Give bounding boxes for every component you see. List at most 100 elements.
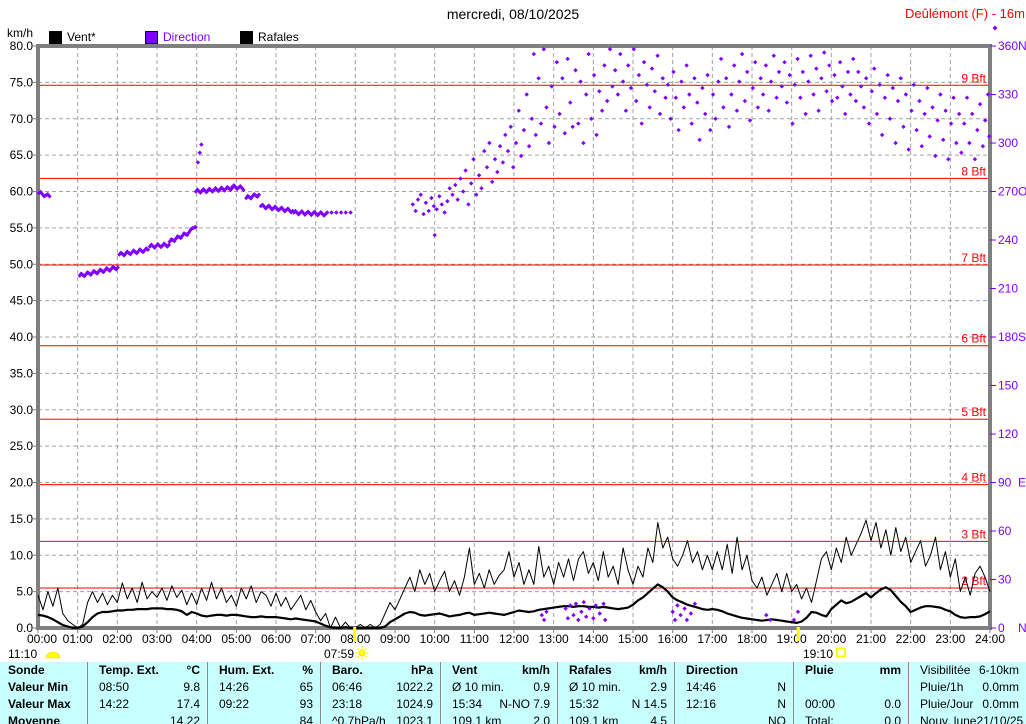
y-axis-label: 35.0 [10, 366, 34, 380]
stats-col-pluie: Pluie mm 00:00 0.0 Total: 0.0 [793, 662, 908, 724]
stats-pluie-row-1-left: 00:00 [805, 697, 836, 711]
legend-swatch-icon [240, 30, 253, 44]
y-axis-label: 20.0 [10, 476, 34, 490]
stats-vent-row-0-left: Ø 10 min. [452, 680, 505, 694]
x-axis-label: 18:00 [737, 632, 767, 646]
stats-header-hum: Hum. Ext.% [207, 662, 320, 679]
direction-axis-label: 60 [998, 524, 1012, 538]
row-label-3: Moyenne [0, 713, 87, 724]
stats-header-rafales-right: km/h [638, 663, 667, 677]
stats-extra-row-1: Pluie/Jour 0.0mm [908, 696, 1026, 713]
stats-col-sonde: Sonde Valeur Min Valeur Max Moyenne [0, 662, 87, 724]
stats-hum-row-1-right: 93 [299, 697, 313, 711]
stats-baro-row-0-right: 1022.2 [396, 680, 433, 694]
legend-swatch-icon [145, 30, 158, 44]
stats-pluie-row-0 [793, 679, 908, 696]
table-divider [87, 662, 88, 724]
stats-rafales-row-2: 109.1 km 4.5 [557, 713, 674, 724]
sunrise-time-label: 07:59 [324, 647, 354, 661]
stats-vent-row-1-left: 15:34 [452, 697, 483, 711]
x-axis-label: 11:00 [460, 632, 489, 646]
stats-header-baro: Baro. hPa [320, 662, 440, 679]
stats-direction-row-1: 12:16 N [674, 696, 793, 713]
x-axis-label: 15:00 [618, 632, 648, 646]
stats-pluie-row-2: Total: 0.0 [793, 713, 908, 724]
row-label-3-left: Moyenne [8, 714, 61, 724]
station-name: Deûlémont (F) - 16m [905, 6, 1025, 21]
table-divider [908, 662, 909, 724]
x-axis-label: 20:00 [816, 632, 846, 646]
y-axis-label: 0.0 [16, 621, 33, 635]
direction-axis-label: 360 [998, 39, 1018, 53]
sun-ray-icon [356, 647, 360, 651]
stats-hum-row-0: 14:26 65 [207, 679, 320, 696]
page-title: mercredi, 08/10/2025 [446, 6, 580, 22]
stats-header-rafales: Rafales km/h [557, 662, 674, 679]
stats-vent-row-1: 15:34 N-NO 7.9 [440, 696, 557, 713]
stats-baro-row-2-right: 1023.1 [396, 714, 433, 724]
stats-header-temp-right: °C [186, 663, 200, 677]
x-axis-label: 01:00 [63, 632, 93, 646]
stats-header-baro-right: hPa [410, 663, 433, 677]
row-label-0-left: Sonde [8, 663, 45, 677]
x-axis-label: 22:00 [896, 632, 926, 646]
stats-rafales-row-2-right: 4.5 [650, 714, 667, 724]
sunset-icon [836, 647, 846, 658]
y-axis-unit-label: km/h [7, 26, 34, 40]
beaufort-label: 8 Bft [961, 164, 986, 178]
stats-pluie-row-1-right: 0.0 [884, 697, 901, 711]
stats-baro-row-1: 23:18 1024.9 [320, 696, 440, 713]
x-axis-label: 23:00 [935, 632, 965, 646]
stats-pluie-row-2-left: Total: [805, 714, 834, 724]
stats-temp-row-1: 14:22 17.4 [87, 696, 207, 713]
legend-label: Direction [163, 30, 211, 44]
stats-rafales-row-0-left: Ø 10 min. [569, 680, 622, 694]
stats-rafales-row-0: Ø 10 min. 2.9 [557, 679, 674, 696]
stats-baro-row-0: 06:46 1022.2 [320, 679, 440, 696]
daylight-tick [353, 627, 357, 641]
stats-vent-row-2-left: 109.1 km [452, 714, 502, 724]
y-axis-label: 75.0 [10, 75, 34, 89]
daylight-tick [796, 627, 800, 641]
stats-col-temp: Temp. Ext. °C 08:50 9.8 14:22 17.4 14.22 [87, 662, 207, 724]
stats-direction-row-0-right: N [777, 680, 786, 694]
stats-rafales-row-1: 15:32 N 14.5 [557, 696, 674, 713]
stats-vent-row-0: Ø 10 min. 0.9 [440, 679, 557, 696]
sun-ray-icon [364, 655, 368, 659]
stats-extra-row-2-right: 21/10/25 [976, 714, 1024, 724]
x-axis-label: 13:00 [539, 632, 569, 646]
direction-axis-label: 30 [998, 573, 1012, 587]
stats-baro-row-2: ^0.7hPa/h 1023.1 [320, 713, 440, 724]
stats-temp-row-1-right: 17.4 [176, 697, 200, 711]
table-divider [793, 662, 794, 724]
stats-pluie-row-1: 00:00 0.0 [793, 696, 908, 713]
stats-baro-row-1-right: 1024.9 [396, 697, 433, 711]
wind-line [37, 583, 991, 630]
beaufort-label: 3 Bft [961, 527, 986, 541]
stats-vent-row-2: 109.1 km 2.0 [440, 713, 557, 724]
y-axis-label: 30.0 [10, 403, 34, 417]
moonrise-time-label: 11:10 [8, 647, 37, 661]
y-axis-label: 60.0 [10, 185, 34, 199]
beaufort-label: 9 Bft [961, 71, 986, 85]
table-divider [440, 662, 441, 724]
stats-col-extra: Visibilitée 6-10km Pluie/1h 0.0mm Pluie/Jour… [908, 662, 1026, 724]
stats-direction-row-2: NO [674, 713, 793, 724]
stats-direction-row-1-right: N [777, 697, 786, 711]
legend-item-direction: Direction [145, 30, 210, 44]
stats-col-vent: Vent km/h Ø 10 min. 0.9 15:34 N-NO 7.9 109.1 k… [440, 662, 557, 724]
x-axis-label: 14:00 [578, 632, 608, 646]
y-axis-label: 40.0 [10, 330, 34, 344]
direction-axis-label: 180 [998, 330, 1018, 344]
x-axis-label: 03:00 [142, 632, 172, 646]
row-label-0: Sonde [0, 662, 87, 679]
stats-col-baro: Baro. hPa 06:46 1022.2 23:18 1024.9 ^0.7hPa/h 1… [320, 662, 440, 724]
stats-direction-row-0-left: 14:46 [686, 680, 717, 694]
x-axis-label: 04:00 [182, 632, 212, 646]
beaufort-label: 4 Bft [961, 471, 986, 485]
moon-icon [45, 651, 61, 659]
stats-col-direction: Direction 14:46 N 12:16 N NO [674, 662, 793, 724]
direction-cardinal-label: O [1018, 185, 1026, 199]
legend-label: Rafales [258, 30, 299, 44]
